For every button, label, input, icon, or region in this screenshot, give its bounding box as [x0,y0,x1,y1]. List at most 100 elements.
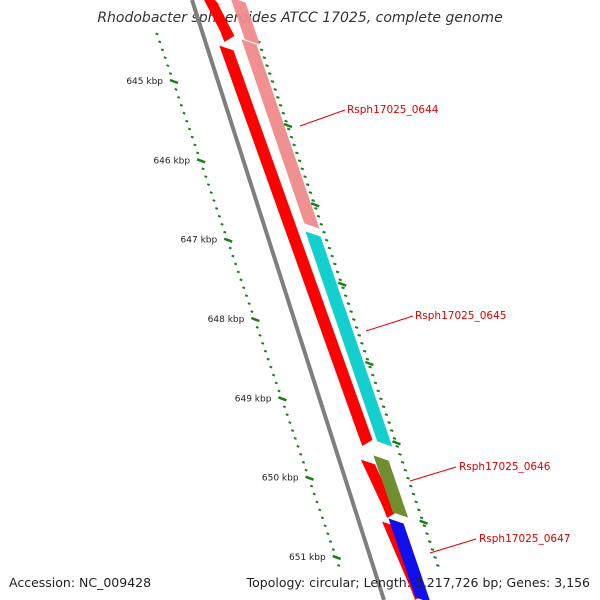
gene-label[interactable]: Rsph17025_0647 [479,533,570,545]
minor-tick [258,333,262,337]
scale-tick-label: 650 kbp [262,474,299,484]
outer-tick [330,254,334,258]
outer-tick [311,199,315,202]
outer-tick [419,516,424,520]
outer-tick [276,95,280,99]
outer-tick [322,230,326,234]
gene-label-leader [365,315,414,332]
outer-tick [273,87,277,91]
outer-tick [259,48,264,52]
major-tick [332,554,342,561]
outer-tick [411,492,416,496]
gene-band-Rsph17025_0644[interactable] [241,39,320,229]
outer-tick [262,56,267,60]
minor-tick [250,310,254,313]
outer-tick [305,183,310,187]
gene-band-top[interactable] [230,0,260,45]
minor-tick [155,32,159,36]
gene-label[interactable]: Rsph17025_0646 [459,461,551,473]
minor-tick [263,349,268,353]
minor-tick [179,103,184,107]
outer-tick [316,214,321,218]
major-tick [196,158,206,164]
minor-tick [315,500,319,504]
outer-tick [422,524,427,528]
outer-tick [387,421,391,425]
outer-tick [373,381,378,385]
outer-tick [333,262,337,266]
minor-tick [255,325,259,329]
minor-tick [231,254,235,258]
outer-tick [303,175,307,179]
minor-tick [185,119,189,123]
gene-label[interactable]: Rsph17025_0645 [415,310,506,322]
outer-tick [379,397,383,401]
outer-major-tick [419,519,429,525]
outer-tick [417,508,421,512]
orf-arrow-2[interactable] [360,459,398,518]
major-tick [250,316,260,323]
outer-tick [327,246,332,250]
outer-tick [343,294,348,298]
minor-tick [196,151,200,155]
minor-tick [201,167,205,171]
orf-arrow-top[interactable] [199,0,219,8]
outer-tick [289,135,294,139]
gene-band-Rsph17025_0647[interactable] [388,518,430,600]
minor-tick [166,64,170,68]
outer-tick [278,103,283,107]
outer-tick [286,127,291,131]
outer-tick [281,111,286,115]
genome-backbone-line [190,0,386,600]
outer-tick [297,159,302,163]
minor-tick [293,437,297,440]
outer-tick [370,373,375,377]
minor-tick [158,40,162,44]
outer-tick [365,357,370,361]
major-tick [223,237,233,243]
outer-tick [384,413,389,417]
outer-tick [292,143,296,147]
minor-tick [228,246,232,250]
major-tick [278,396,287,402]
outer-tick [403,468,408,472]
minor-tick [215,206,219,210]
minor-tick [299,452,303,456]
orf-arrow-1[interactable] [219,45,373,446]
minor-tick [288,421,292,425]
accession-text: Accession: NC_009428 [9,575,152,590]
outer-tick [324,238,329,242]
outer-tick [414,500,418,504]
outer-tick [360,341,364,345]
minor-tick [318,508,322,512]
scale-tick-label: 649 kbp [235,394,272,404]
major-tick [169,78,179,85]
gene-label[interactable]: Rsph17025_0644 [347,104,439,116]
outer-tick [425,532,429,536]
minor-tick [217,214,221,218]
minor-tick [160,48,165,52]
outer-tick [430,548,435,551]
gene-band-Rsph17025_0646[interactable] [373,455,409,518]
outer-tick [295,151,299,155]
outer-tick [398,452,402,456]
outer-tick [267,72,272,76]
minor-tick [163,56,167,60]
minor-tick [326,532,330,536]
minor-tick [244,294,249,298]
outer-major-tick [337,281,347,287]
minor-tick [301,460,306,464]
outer-tick [300,167,305,171]
outer-tick [349,310,353,314]
minor-tick [266,357,270,361]
scale-tick-label: 648 kbp [208,315,245,325]
orf-arrow-0[interactable] [203,0,235,42]
minor-tick [236,270,240,274]
outer-tick [357,333,362,337]
gene-band-Rsph17025_0645[interactable] [305,231,393,447]
minor-tick [282,405,287,409]
outer-tick [270,80,275,83]
scale-tick-label: 647 kbp [181,236,218,246]
minor-tick [242,286,246,290]
minor-tick [271,373,276,377]
